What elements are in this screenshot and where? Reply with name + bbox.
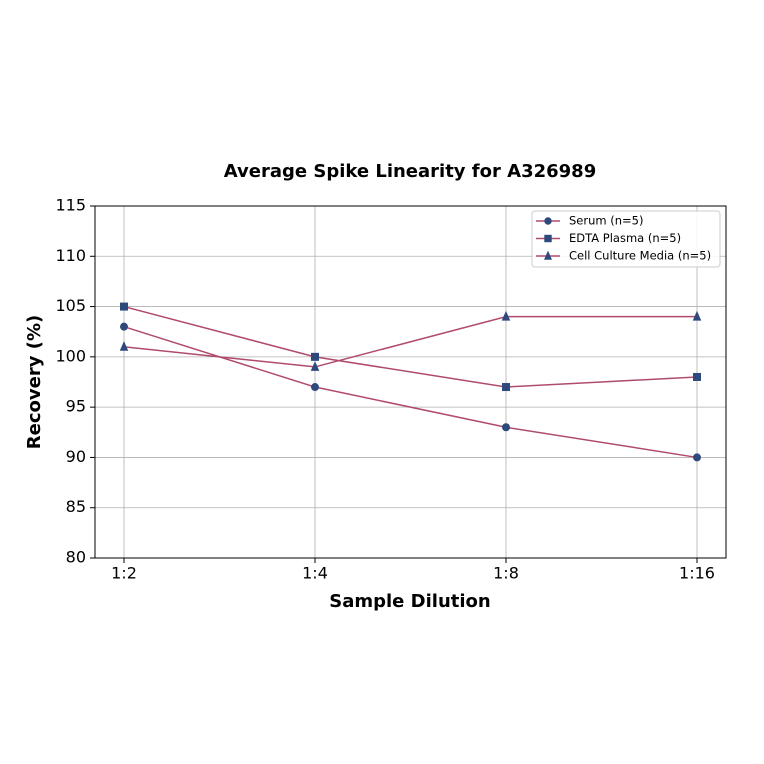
marker bbox=[544, 250, 552, 260]
marker bbox=[119, 341, 129, 351]
y-tick-label: 110 bbox=[55, 246, 86, 265]
marker bbox=[544, 217, 552, 225]
marker bbox=[502, 383, 510, 392]
x-tick-label: 1:4 bbox=[302, 564, 328, 583]
x-axis-label: Sample Dilution bbox=[329, 591, 490, 612]
marker bbox=[693, 372, 701, 381]
x-tick-label: 1:8 bbox=[493, 564, 519, 583]
legend-box bbox=[531, 210, 721, 268]
series-line bbox=[123, 305, 698, 388]
marker bbox=[311, 383, 319, 392]
legend: Serum (n=5) EDTA Plasma (n=5) Cell Culture… bbox=[531, 210, 721, 268]
y-tick-label: 90 bbox=[66, 447, 86, 466]
marker bbox=[693, 453, 701, 462]
marker bbox=[501, 310, 511, 321]
series-line bbox=[123, 315, 697, 368]
y-tick-label: 105 bbox=[55, 296, 86, 315]
y-tick-label: 85 bbox=[66, 497, 86, 516]
y-tick-label: 80 bbox=[66, 548, 86, 567]
y-tick-label: 115 bbox=[55, 196, 86, 215]
chart-title: Average Spike Linearity for A326989 bbox=[224, 161, 596, 182]
x-tick-label: 1:2 bbox=[111, 564, 137, 583]
marker bbox=[310, 361, 320, 371]
series-line bbox=[123, 325, 698, 459]
marker bbox=[692, 310, 702, 321]
legend-label: Serum (n=5) bbox=[569, 214, 643, 228]
legend-label: Cell Culture Media (n=5) bbox=[569, 249, 711, 263]
y-tick-label: 95 bbox=[66, 397, 86, 416]
marker bbox=[502, 423, 510, 432]
legend-label: EDTA Plasma (n=5) bbox=[569, 231, 681, 245]
marker bbox=[544, 234, 552, 243]
marker bbox=[120, 322, 128, 331]
marker bbox=[120, 302, 128, 311]
marker bbox=[311, 352, 319, 361]
plot-frame bbox=[94, 205, 727, 559]
y-axis-label: Recovery (%) bbox=[24, 315, 45, 449]
x-tick-label: 1:16 bbox=[679, 564, 715, 583]
y-tick-label: 100 bbox=[55, 346, 86, 365]
